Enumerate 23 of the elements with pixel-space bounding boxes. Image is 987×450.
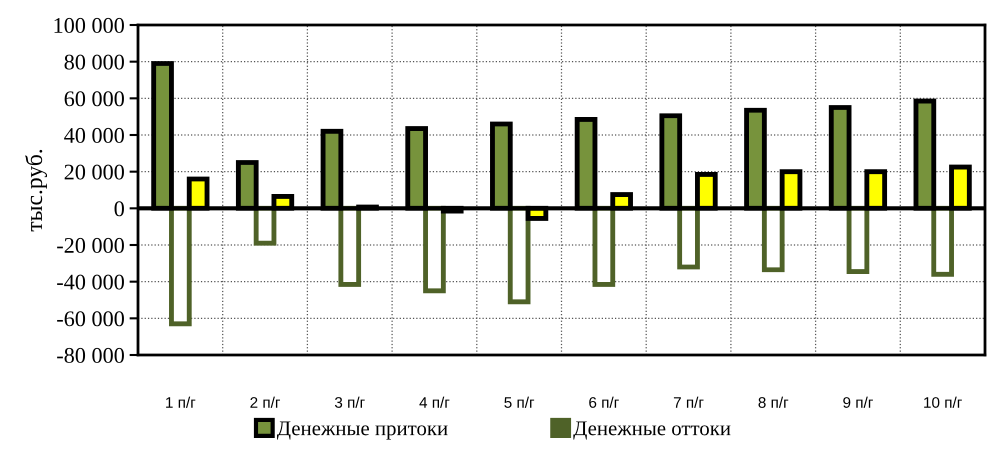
y-axis-title: тыс.руб. <box>25 150 48 232</box>
y-tick-label: 60 000 <box>64 91 124 106</box>
y-tick-label: 20 000 <box>64 164 124 180</box>
x-tick-label: 4 п/г <box>419 396 450 408</box>
x-tick-label: 10 п/г <box>924 396 962 408</box>
y-tick-label: -80 000 <box>57 348 124 363</box>
y-tick-label: -40 000 <box>57 274 124 290</box>
x-tick-label: 5 п/г <box>504 396 534 408</box>
legend-label: Денежные притоки <box>276 422 448 440</box>
y-tick-label: 0 <box>114 201 124 216</box>
legend-label: Денежные оттоки <box>573 422 731 440</box>
y-tick-label: -20 000 <box>57 238 124 253</box>
y-tick-label: 80 000 <box>64 54 124 70</box>
x-tick-label: 3 п/г <box>334 396 365 408</box>
x-tick-label: 8 п/г <box>758 396 788 408</box>
x-tick-label: 2 п/г <box>250 396 280 408</box>
y-tick-label: 100 000 <box>54 18 124 33</box>
x-tick-label: 9 п/г <box>843 396 873 408</box>
x-tick-label: 1 п/г <box>166 396 196 408</box>
y-tick-label: 40 000 <box>64 128 124 143</box>
x-tick-label: 6 п/г <box>589 396 619 408</box>
x-tick-label: 7 п/г <box>674 396 704 408</box>
y-tick-label: -60 000 <box>57 311 124 326</box>
